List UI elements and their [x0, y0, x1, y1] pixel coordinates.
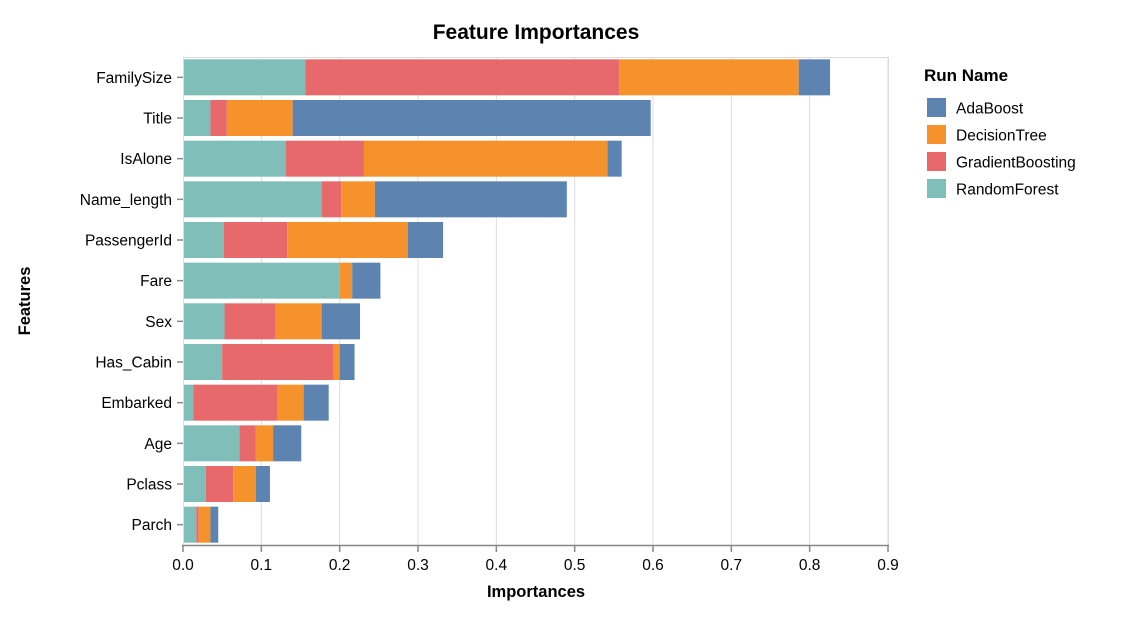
- bar-segment-GradientBoosting-PassengerId: [223, 222, 288, 258]
- y-tick-label: Parch: [132, 517, 173, 534]
- legend-label-AdaBoost: AdaBoost: [956, 101, 1024, 118]
- x-tick-label: 0.4: [486, 557, 508, 574]
- bar-segment-DecisionTree-Sex: [275, 303, 322, 340]
- legend-swatch-GradientBoosting: [927, 152, 946, 171]
- bar-segment-RandomForest-Age: [183, 425, 240, 462]
- y-tick-label: Has_Cabin: [95, 355, 172, 372]
- x-tick-label: 0.1: [251, 557, 273, 574]
- y-tick-label: PassengerId: [85, 233, 172, 250]
- bar-segment-AdaBoost-Parch: [210, 506, 219, 543]
- bar-segment-DecisionTree-Parch: [198, 506, 211, 543]
- y-tick-label: Embarked: [101, 395, 172, 412]
- bar-segment-DecisionTree-Embarked: [277, 384, 304, 421]
- chart-title: Feature Importances: [433, 21, 640, 44]
- bar-segment-GradientBoosting-Name_length: [321, 181, 342, 218]
- x-tick-label: 0.5: [564, 557, 586, 574]
- y-tick-label: Pclass: [126, 477, 172, 494]
- bars: [183, 59, 831, 543]
- y-tick-label: Sex: [145, 314, 172, 331]
- bar-segment-RandomForest-FamilySize: [183, 59, 306, 96]
- x-axis-title: Importances: [487, 583, 585, 601]
- bar-segment-AdaBoost-PassengerId: [407, 222, 444, 258]
- bar-segment-AdaBoost-Title: [292, 100, 651, 136]
- bar-segment-AdaBoost-Name_length: [374, 181, 567, 218]
- x-tick-label: 0.9: [877, 557, 899, 574]
- legend-title: Run Name: [924, 66, 1008, 85]
- x-tick-label: 0.0: [172, 557, 194, 574]
- bar-segment-GradientBoosting-Age: [239, 425, 256, 462]
- legend-label-GradientBoosting: GradientBoosting: [956, 155, 1076, 172]
- legend-swatch-AdaBoost: [927, 98, 946, 117]
- legend-label-RandomForest: RandomForest: [956, 182, 1059, 199]
- axes: 0.0 0.1 0.2 0.3 0.4 0.5 0.6 0.7 0.8 0.9 FamilySize…: [80, 70, 899, 574]
- legend-swatch-RandomForest: [927, 179, 946, 198]
- x-tick-label: 0.3: [407, 557, 429, 574]
- y-tick-label: Title: [143, 111, 172, 128]
- bar-segment-GradientBoosting-Pclass: [205, 466, 234, 502]
- bar-segment-DecisionTree-PassengerId: [287, 222, 408, 258]
- bar-segment-DecisionTree-Name_length: [341, 181, 375, 218]
- legend-label-DecisionTree: DecisionTree: [956, 128, 1047, 145]
- bar-segment-GradientBoosting-Embarked: [193, 384, 278, 421]
- bar-segment-RandomForest-IsAlone: [183, 140, 286, 177]
- bar-segment-DecisionTree-Age: [255, 425, 274, 462]
- x-tick-label: 0.8: [799, 557, 821, 574]
- bar-segment-DecisionTree-IsAlone: [363, 140, 608, 177]
- bar-segment-GradientBoosting-FamilySize: [305, 59, 620, 96]
- y-tick-label: FamilySize: [96, 70, 172, 87]
- bar-segment-RandomForest-Name_length: [183, 181, 322, 218]
- bar-segment-AdaBoost-Fare: [352, 262, 381, 299]
- bar-segment-RandomForest-Pclass: [183, 466, 206, 502]
- bar-segment-AdaBoost-FamilySize: [798, 59, 831, 96]
- x-tick-label: 0.2: [329, 557, 351, 574]
- y-tick-label: Fare: [140, 273, 172, 290]
- bar-segment-GradientBoosting-IsAlone: [285, 140, 364, 177]
- bar-segment-DecisionTree-Title: [226, 100, 293, 136]
- bar-segment-RandomForest-Embarked: [183, 384, 194, 421]
- bar-segment-RandomForest-PassengerId: [183, 222, 224, 258]
- x-tick-label: 0.7: [721, 557, 743, 574]
- bar-segment-GradientBoosting-Has_Cabin: [222, 344, 334, 380]
- bar-segment-AdaBoost-Pclass: [255, 466, 270, 502]
- bar-segment-RandomForest-Parch: [183, 506, 197, 543]
- bar-segment-GradientBoosting-Sex: [224, 303, 276, 340]
- bar-segment-GradientBoosting-Parch: [196, 506, 199, 543]
- bar-segment-AdaBoost-Age: [273, 425, 302, 462]
- legend-swatch-DecisionTree: [927, 125, 946, 144]
- bar-segment-DecisionTree-Has_Cabin: [333, 344, 340, 380]
- y-axis-title: Features: [16, 267, 34, 336]
- bar-segment-AdaBoost-Embarked: [303, 384, 329, 421]
- bar-segment-AdaBoost-IsAlone: [607, 140, 622, 177]
- bar-segment-RandomForest-Title: [183, 100, 211, 136]
- bar-segment-DecisionTree-FamilySize: [619, 59, 799, 96]
- bar-segment-GradientBoosting-Title: [210, 100, 227, 136]
- bar-segment-RandomForest-Sex: [183, 303, 225, 340]
- bar-segment-DecisionTree-Fare: [339, 262, 353, 299]
- y-tick-label: Age: [144, 436, 172, 453]
- legend: AdaBoost DecisionTree GradientBoosting Rand…: [927, 98, 1076, 199]
- bar-segment-AdaBoost-Sex: [321, 303, 361, 340]
- bar-segment-DecisionTree-Pclass: [233, 466, 256, 502]
- bar-segment-AdaBoost-Has_Cabin: [339, 344, 355, 380]
- x-tick-label: 0.6: [642, 557, 664, 574]
- bar-segment-RandomForest-Has_Cabin: [183, 344, 223, 380]
- bar-segment-RandomForest-Fare: [183, 262, 340, 299]
- y-tick-label: Name_length: [80, 192, 172, 209]
- y-tick-label: IsAlone: [120, 151, 172, 168]
